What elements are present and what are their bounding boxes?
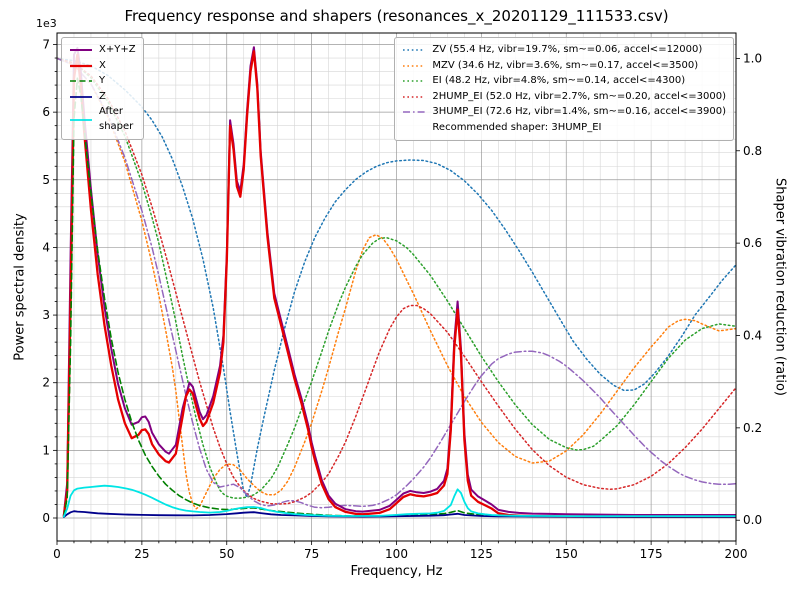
- legend-spacer: [402, 123, 426, 133]
- shaper-legend: ZV (55.4 Hz, vibr=19.7%, sm~=0.06, accel…: [394, 37, 734, 141]
- ei-line-sample: [402, 76, 426, 86]
- zv-line-sample: [402, 45, 426, 55]
- xyz-line-sample: [69, 45, 93, 55]
- psd-line-z: [62, 510, 736, 518]
- y-left-tick-label: 4: [42, 240, 50, 254]
- y-axis-offset-text: 1e3: [36, 17, 57, 30]
- legend-label: Z: [99, 90, 106, 102]
- mzv-line-sample: [402, 61, 426, 71]
- psd-line-after-shaper: [62, 484, 736, 518]
- tick-labels: 0 25 50 75 100 125 150 175 200 0 1 2 3 4 5 6 7 0.0 0.2 0.4 0…: [42, 37, 762, 561]
- shaper-line-2hump-ei: [57, 57, 736, 505]
- y-left-tick-label: 2: [42, 376, 50, 390]
- y-left-tick-label: 5: [42, 173, 50, 187]
- x-tick-label: 200: [725, 547, 748, 561]
- y-right-tick-label: 0.6: [743, 236, 762, 250]
- x-axis-label: Frequency, Hz: [350, 564, 443, 579]
- legend-label: Y: [99, 75, 106, 86]
- legend-label: X+Y+Z: [99, 44, 136, 55]
- legend-label: After shaper: [99, 106, 134, 132]
- y-right-tick-label: 1.0: [743, 51, 762, 65]
- ticks: [53, 44, 740, 545]
- legend-label: MZV (34.6 Hz, vibr=3.6%, sm~=0.17, accel…: [432, 59, 699, 71]
- x-tick-label: 0: [53, 547, 61, 561]
- legend-item-after-shaper: After shaper: [69, 105, 136, 134]
- y-line-sample: [69, 76, 93, 86]
- legend-item-3hump-ei: 3HUMP_EI (72.6 Hz, vibr=1.4%, sm~=0.16, …: [402, 105, 726, 120]
- psd-legend: X+Y+Z X Y Z After shaper: [61, 37, 144, 140]
- y-axis-label-left: Power spectral density: [12, 213, 28, 361]
- x-tick-label: 75: [304, 547, 319, 561]
- shaper-line-ei: [57, 57, 736, 499]
- 3hump-ei-line-sample: [402, 107, 426, 117]
- legend-label: 3HUMP_EI (72.6 Hz, vibr=1.4%, sm~=0.16, …: [432, 106, 726, 117]
- x-tick-label: 175: [640, 547, 663, 561]
- legend-item-2hump-ei: 2HUMP_EI (52.0 Hz, vibr=2.7%, sm~=0.20, …: [402, 90, 726, 105]
- y-axis-label-right: Shaper vibration reduction (ratio): [772, 178, 788, 396]
- legend-item-z: Z: [69, 90, 136, 105]
- y-right-tick-label: 0.8: [743, 144, 762, 158]
- y-right-tick-label: 0.0: [743, 513, 762, 527]
- legend-label: ZV (55.4 Hz, vibr=19.7%, sm~=0.06, accel…: [432, 44, 703, 55]
- legend-label: Recommended shaper: 3HUMP_EI: [432, 121, 602, 133]
- y-right-tick-label: 0.2: [743, 421, 762, 435]
- y-left-tick-label: 0: [42, 511, 50, 525]
- psd-line-x: [62, 50, 736, 518]
- y-left-tick-label: 6: [42, 105, 50, 119]
- x-tick-label: 100: [385, 547, 408, 561]
- y-left-tick-label: 1: [42, 443, 50, 457]
- legend-item-y: Y: [69, 74, 136, 89]
- legend-label: 2HUMP_EI (52.0 Hz, vibr=2.7%, sm~=0.20, …: [432, 90, 726, 102]
- y-left-tick-label: 7: [42, 37, 50, 51]
- legend-item-xyz: X+Y+Z: [69, 43, 136, 58]
- legend-item-x: X: [69, 59, 136, 74]
- x-tick-label: 50: [219, 547, 234, 561]
- shaper-line-3hump-ei: [57, 57, 736, 509]
- series-group: [57, 46, 736, 518]
- 2hump-ei-line-sample: [402, 92, 426, 102]
- x-tick-label: 25: [134, 547, 149, 561]
- legend-label: EI (48.2 Hz, vibr=4.8%, sm~=0.14, accel<…: [432, 75, 686, 86]
- x-tick-label: 150: [555, 547, 578, 561]
- chart-title: Frequency response and shapers (resonanc…: [124, 7, 669, 25]
- x-line-sample: [69, 61, 93, 71]
- legend-item-recommended-shaper-note: Recommended shaper: 3HUMP_EI: [402, 121, 726, 136]
- y-right-tick-label: 0.4: [743, 328, 762, 342]
- shaper-line-zv: [57, 57, 736, 498]
- after-shaper-line-sample: [69, 115, 93, 125]
- y-left-tick-label: 3: [42, 308, 50, 322]
- legend-item-ei: EI (48.2 Hz, vibr=4.8%, sm~=0.14, accel<…: [402, 74, 726, 89]
- legend-item-mzv: MZV (34.6 Hz, vibr=3.6%, sm~=0.17, accel…: [402, 59, 726, 74]
- legend-item-zv: ZV (55.4 Hz, vibr=19.7%, sm~=0.06, accel…: [402, 43, 726, 58]
- legend-label: X: [99, 59, 106, 71]
- x-tick-label: 125: [470, 547, 493, 561]
- z-line-sample: [69, 92, 93, 102]
